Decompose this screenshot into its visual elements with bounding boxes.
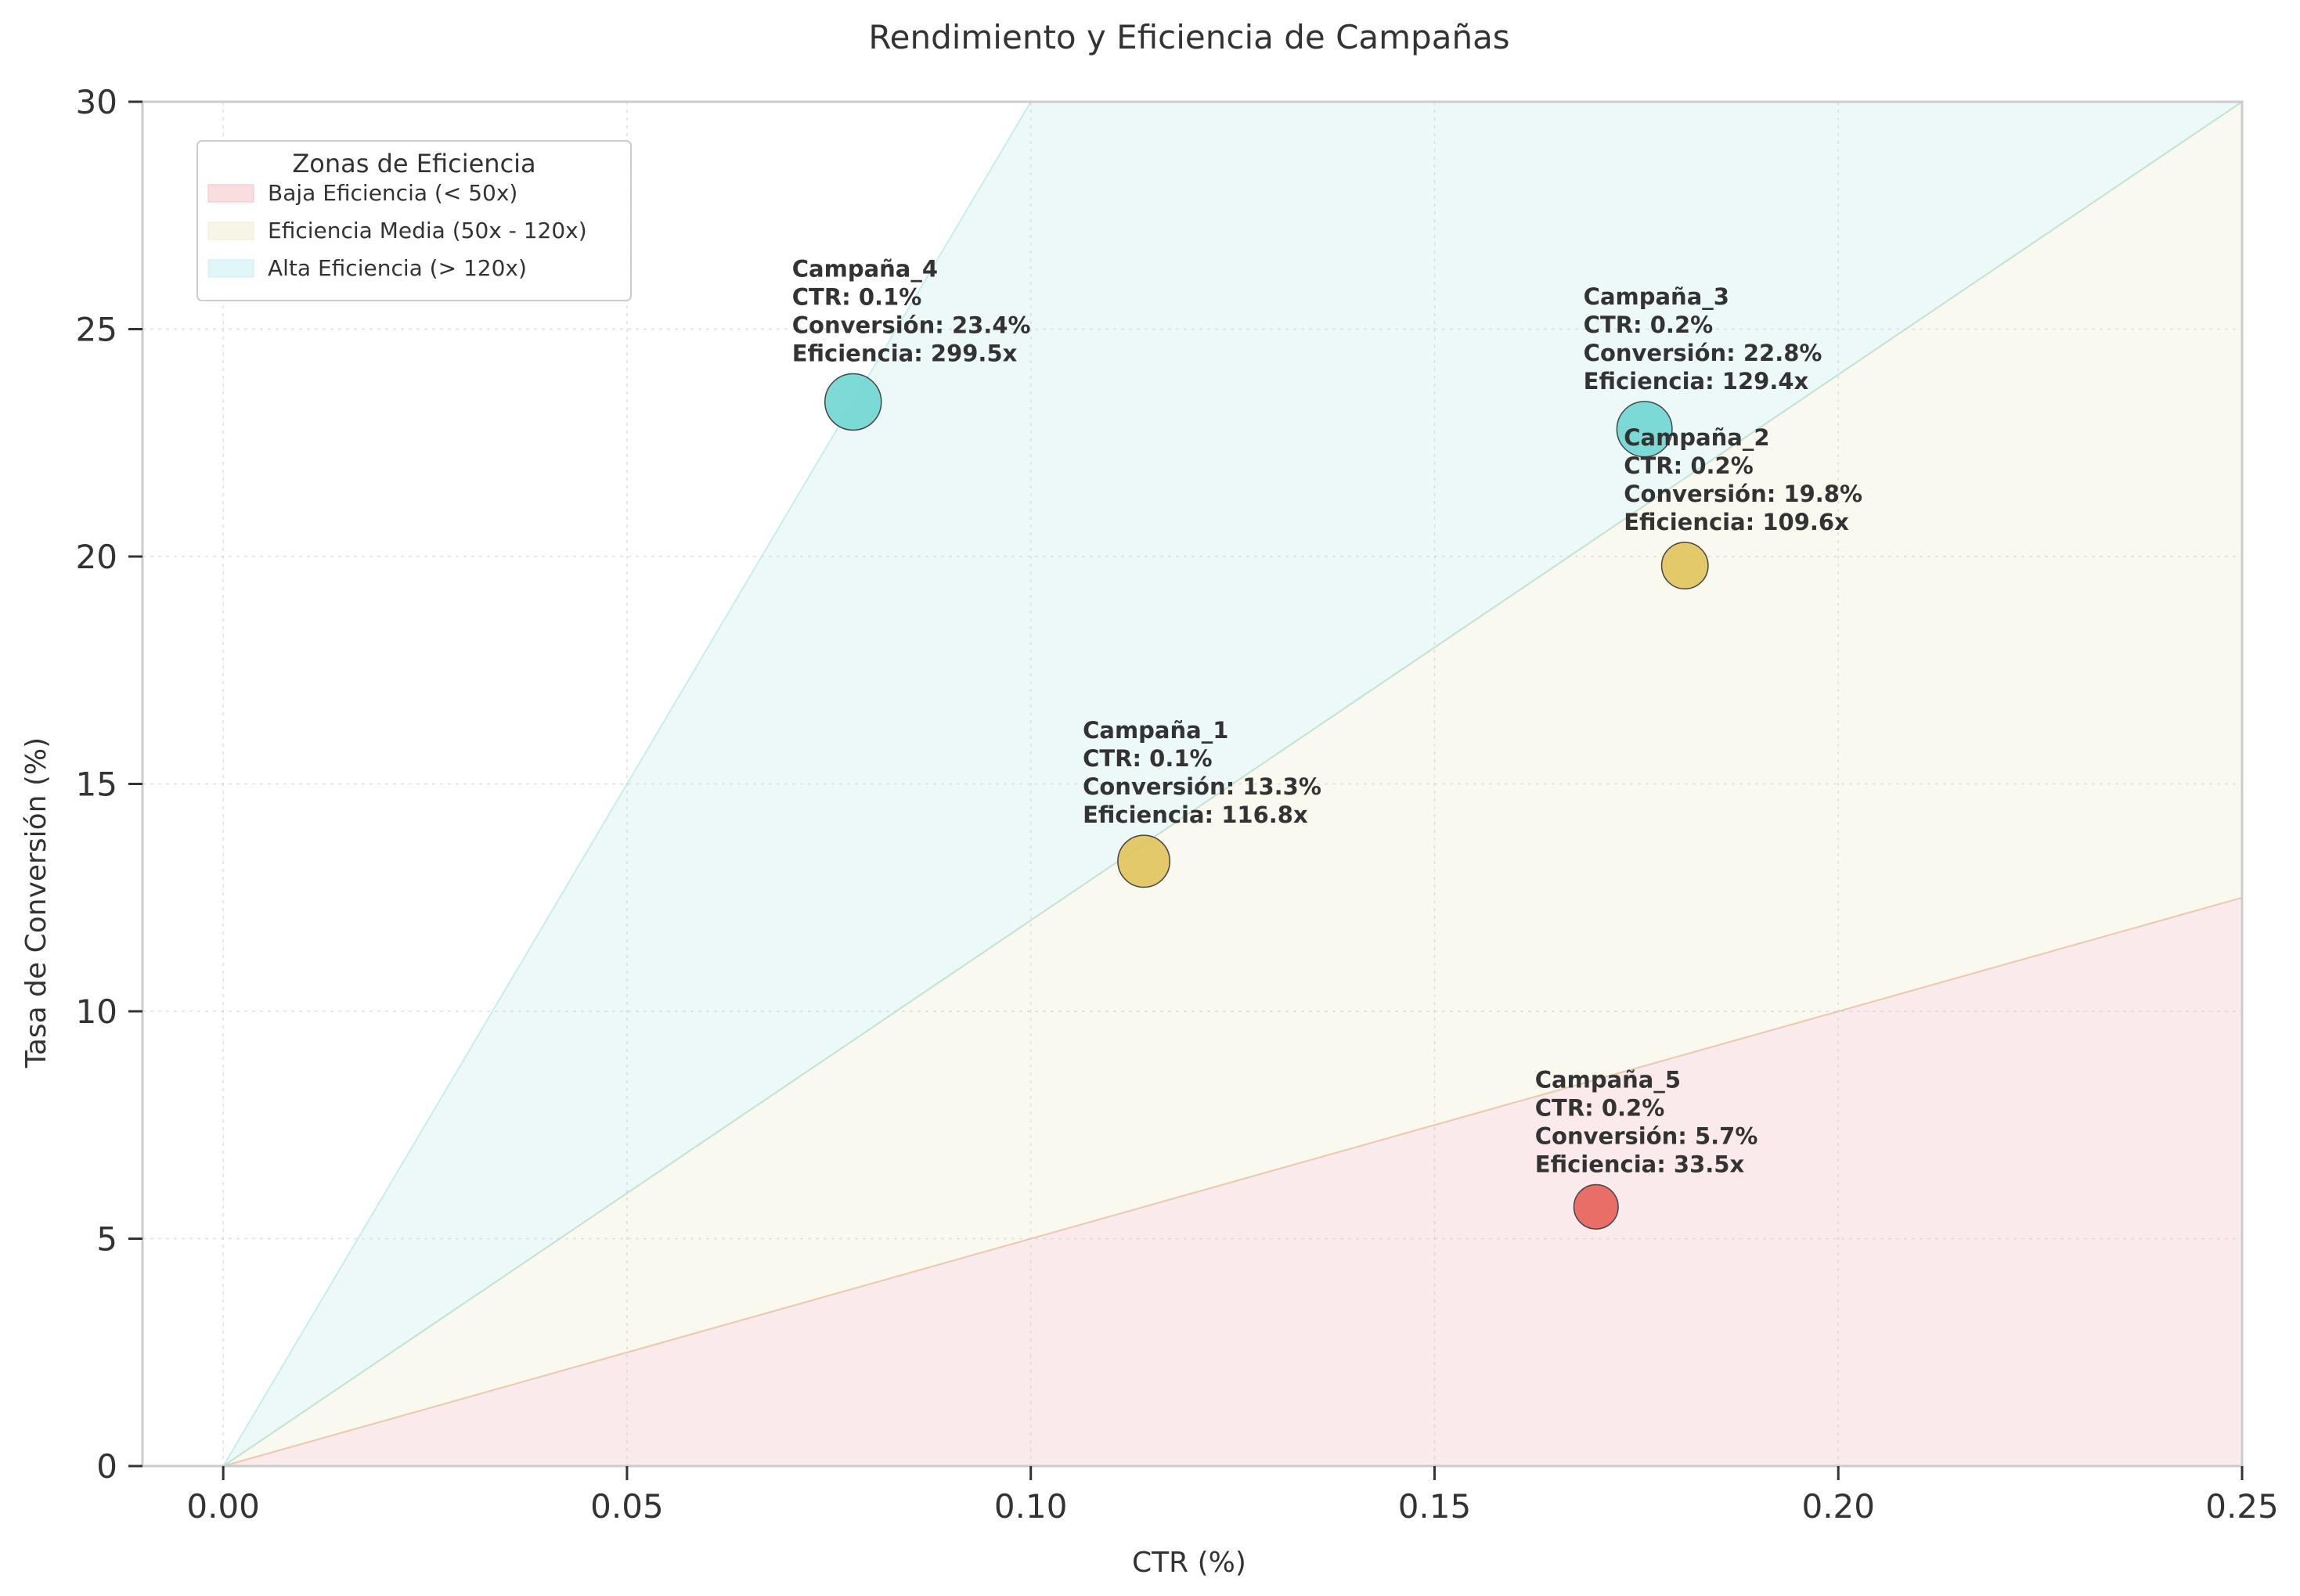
y-tick-label: 10 — [76, 993, 117, 1031]
point-campa-a-4 — [824, 373, 882, 431]
y-tick-label: 5 — [96, 1220, 117, 1259]
x-tick-label: 0.00 — [186, 1487, 260, 1526]
annotation-line: Campaña_3 — [1584, 283, 1729, 310]
data-points — [824, 373, 1709, 1230]
point-campa-a-3 — [1616, 401, 1673, 458]
y-axis-ticks: 0 5 10 15 20 25 30 — [76, 83, 142, 1486]
zone-1 — [222, 896, 2242, 1466]
annotation-line: Campaña_2 — [1624, 424, 1769, 451]
y-axis-label: Tasa de Conversión (%) — [20, 737, 52, 1068]
x-tick-label: 0.25 — [2205, 1487, 2279, 1526]
annotation-line: CTR: 0.2% — [1624, 452, 1754, 479]
annotation-line: Eficiencia: 129.4x — [1584, 368, 1809, 394]
legend-swatch — [207, 259, 254, 278]
x-tick-label: 0.10 — [994, 1487, 1068, 1526]
annotation-line: Eficiencia: 116.8x — [1083, 802, 1308, 828]
y-tick-label: 0 — [96, 1447, 117, 1486]
chart-title: Rendimiento y Eficiencia de Campañas — [868, 18, 1509, 56]
annotation-line: Campaña_4 — [792, 255, 938, 282]
annotation-line: Conversión: 23.4% — [792, 312, 1031, 338]
annotation-line: Eficiencia: 299.5x — [792, 340, 1018, 366]
point-campa-a-1 — [1117, 834, 1171, 888]
annotation-line: Conversión: 5.7% — [1535, 1123, 1758, 1150]
x-tick-label: 0.05 — [590, 1487, 664, 1526]
annotation-line: Conversión: 22.8% — [1584, 340, 1822, 366]
y-tick-label: 15 — [76, 766, 117, 804]
x-axis-label: CTR (%) — [1132, 1547, 1246, 1579]
annotation-line: Eficiencia: 109.6x — [1624, 509, 1849, 535]
x-axis-ticks: 0.00 0.05 0.10 0.15 0.20 0.25 — [186, 1466, 2279, 1526]
legend-entry: Baja Eficiencia (< 50x) — [268, 180, 517, 206]
legend-swatch — [207, 184, 254, 203]
y-tick-label: 20 — [76, 538, 117, 576]
legend-entry: Eficiencia Media (50x - 120x) — [268, 218, 587, 243]
annotation-line: CTR: 0.2% — [1535, 1095, 1665, 1122]
annotation-line: CTR: 0.2% — [1584, 312, 1714, 338]
annotation-line: CTR: 0.1% — [1083, 745, 1213, 772]
point-campa-a-5 — [1573, 1183, 1619, 1230]
x-tick-label: 0.20 — [1801, 1487, 1875, 1526]
legend-swatch — [207, 222, 254, 240]
legend-box — [196, 140, 632, 301]
annotation-line: Eficiencia: 33.5x — [1535, 1151, 1745, 1178]
annotation-line: Conversión: 13.3% — [1083, 773, 1321, 800]
annotation-line: Campaña_5 — [1535, 1067, 1681, 1093]
annotation-line: Campaña_1 — [1083, 717, 1228, 744]
point-campa-a-2 — [1660, 542, 1709, 590]
annotation-line: Conversión: 19.8% — [1624, 481, 1862, 507]
annotation-line: CTR: 0.1% — [792, 283, 922, 310]
x-tick-label: 0.15 — [1398, 1487, 1472, 1526]
legend-entry: Alta Eficiencia (> 120x) — [268, 255, 527, 281]
legend-title: Zonas de Eficiencia — [292, 149, 535, 178]
y-tick-label: 25 — [76, 311, 117, 349]
y-tick-label: 30 — [76, 83, 117, 121]
